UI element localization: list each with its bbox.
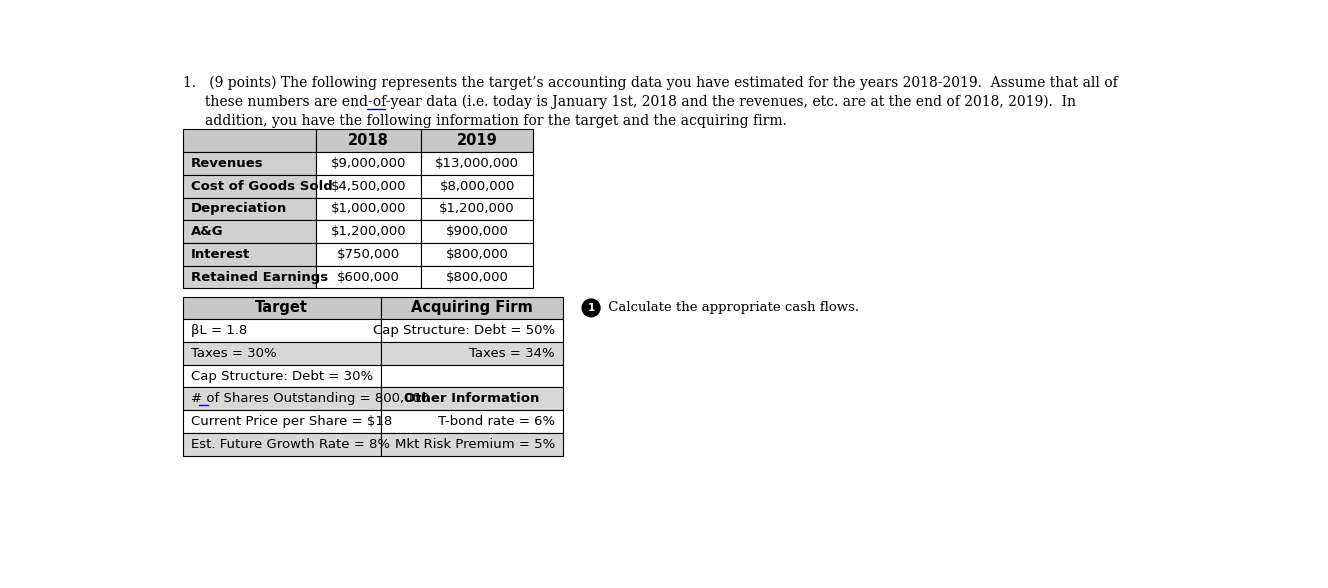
Bar xyxy=(183,266,316,289)
Bar xyxy=(381,410,563,433)
Text: A&G: A&G xyxy=(191,225,223,238)
Bar xyxy=(316,129,421,152)
Bar xyxy=(421,220,534,243)
Text: $8,000,000: $8,000,000 xyxy=(440,180,515,193)
Text: addition, you have the following information for the target and the acquiring fi: addition, you have the following informa… xyxy=(183,115,788,128)
Text: Interest: Interest xyxy=(191,248,250,261)
Bar xyxy=(421,266,534,289)
Text: 2019: 2019 xyxy=(457,133,498,148)
Text: Current Price per Share = $18: Current Price per Share = $18 xyxy=(191,415,392,428)
Bar xyxy=(421,175,534,198)
Bar xyxy=(381,365,563,387)
Bar xyxy=(316,175,421,198)
Bar xyxy=(183,296,381,319)
Bar xyxy=(183,220,316,243)
Text: Cap Structure: Debt = 30%: Cap Structure: Debt = 30% xyxy=(191,369,373,383)
Text: $800,000: $800,000 xyxy=(446,248,509,261)
Bar xyxy=(183,410,381,433)
Text: $4,500,000: $4,500,000 xyxy=(331,180,406,193)
Bar xyxy=(421,129,534,152)
Bar xyxy=(183,319,381,342)
Bar xyxy=(183,433,381,456)
Text: $600,000: $600,000 xyxy=(337,270,400,283)
Bar xyxy=(381,296,563,319)
Bar xyxy=(316,152,421,175)
Text: Retained Earnings: Retained Earnings xyxy=(191,270,328,283)
Text: Depreciation: Depreciation xyxy=(191,202,287,215)
Bar xyxy=(381,387,563,410)
Text: $9,000,000: $9,000,000 xyxy=(331,157,406,170)
Bar xyxy=(183,175,316,198)
Bar xyxy=(316,266,421,289)
Bar xyxy=(183,365,381,387)
Text: $1,200,000: $1,200,000 xyxy=(331,225,406,238)
Text: Mkt Risk Premium = 5%: Mkt Risk Premium = 5% xyxy=(394,437,555,451)
Text: $800,000: $800,000 xyxy=(446,270,509,283)
Text: T-bond rate = 6%: T-bond rate = 6% xyxy=(438,415,555,428)
Text: $13,000,000: $13,000,000 xyxy=(436,157,519,170)
Text: $1,200,000: $1,200,000 xyxy=(440,202,515,215)
Bar xyxy=(421,198,534,220)
Text: $1,000,000: $1,000,000 xyxy=(331,202,406,215)
Bar xyxy=(316,220,421,243)
Bar xyxy=(381,342,563,365)
Bar xyxy=(316,243,421,266)
Text: 2018: 2018 xyxy=(348,133,389,148)
Text: Other Information: Other Information xyxy=(404,392,539,405)
Text: Target: Target xyxy=(255,300,308,315)
Bar xyxy=(421,243,534,266)
Bar xyxy=(421,152,534,175)
Text: Calculate the appropriate cash flows.: Calculate the appropriate cash flows. xyxy=(604,302,859,315)
Bar xyxy=(183,129,316,152)
Bar xyxy=(316,198,421,220)
Text: these numbers are end-of-year data (i.e. today is January 1st, 2018 and the reve: these numbers are end-of-year data (i.e.… xyxy=(183,95,1076,109)
Text: Acquiring Firm: Acquiring Firm xyxy=(410,300,533,315)
Bar xyxy=(381,319,563,342)
Text: # of Shares Outstanding = 800,000: # of Shares Outstanding = 800,000 xyxy=(191,392,429,405)
Bar xyxy=(183,387,381,410)
Text: Cap Structure: Debt = 50%: Cap Structure: Debt = 50% xyxy=(373,324,555,337)
Circle shape xyxy=(582,299,600,317)
Text: $750,000: $750,000 xyxy=(337,248,400,261)
Text: 1: 1 xyxy=(587,303,595,313)
Text: 1.   (9 points) The following represents the target’s accounting data you have e: 1. (9 points) The following represents t… xyxy=(183,76,1118,90)
Text: Taxes = 30%: Taxes = 30% xyxy=(191,347,276,360)
Text: βL = 1.8: βL = 1.8 xyxy=(191,324,247,337)
Bar xyxy=(183,342,381,365)
Text: Revenues: Revenues xyxy=(191,157,263,170)
Text: Est. Future Growth Rate = 8%: Est. Future Growth Rate = 8% xyxy=(191,437,390,451)
Bar xyxy=(381,433,563,456)
Bar xyxy=(183,243,316,266)
Text: Taxes = 34%: Taxes = 34% xyxy=(469,347,555,360)
Bar xyxy=(183,152,316,175)
Bar xyxy=(183,198,316,220)
Text: Cost of Goods Sold: Cost of Goods Sold xyxy=(191,180,332,193)
Text: $900,000: $900,000 xyxy=(446,225,509,238)
